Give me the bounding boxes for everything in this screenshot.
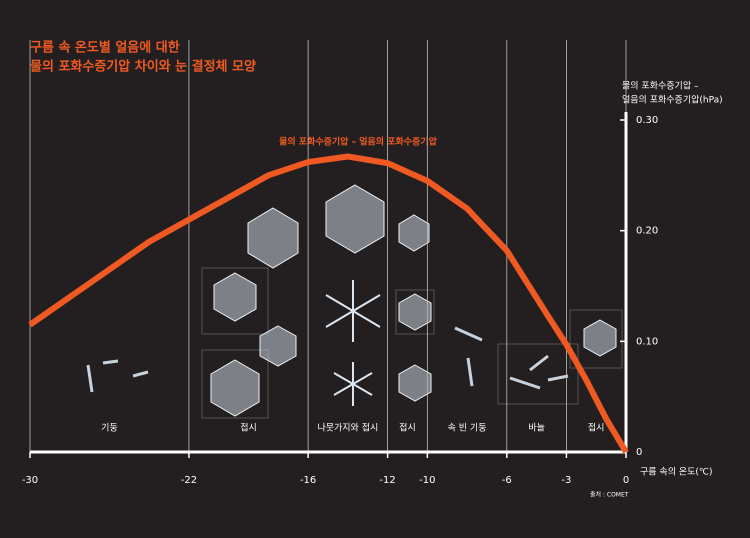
- snowflake-images: [86, 184, 623, 419]
- series-label: 물의 포화수증기압 – 얼음의 포화수증기압: [279, 136, 438, 148]
- x-tick-label: -16: [300, 475, 316, 486]
- chart-title: 물의 포화수증기압 차이와 눈 결정체 모양: [30, 59, 256, 75]
- habit-label: 속 빈 기둥: [448, 423, 487, 434]
- photo-frame: [201, 267, 269, 335]
- habit-label: 접시: [399, 422, 416, 434]
- habit-label: 나뭇가지와 접시: [317, 422, 378, 434]
- x-tick-label: 0: [623, 475, 629, 486]
- needles-columns: [86, 326, 569, 393]
- photo-frame: [201, 349, 269, 419]
- y-tick-label: 0.20: [636, 226, 658, 237]
- snowflake: [583, 319, 617, 357]
- photo-frame: [395, 289, 435, 335]
- photo-frame: [497, 343, 579, 405]
- habit-label: 바늘: [528, 423, 545, 434]
- source: 출처 : COMET: [590, 491, 629, 499]
- x-tick-label: -3: [561, 475, 571, 486]
- snowflake: [247, 207, 299, 269]
- y-tick-label: 0: [636, 447, 642, 458]
- photo-frame: [569, 309, 623, 369]
- snowflake: [259, 325, 297, 367]
- snowflake: [398, 214, 430, 252]
- x-tick-label: -30: [22, 475, 38, 486]
- curve: [28, 153, 629, 454]
- habit-label: 접시: [588, 422, 605, 434]
- y-tick-label: 0.30: [636, 115, 658, 126]
- x-tick-label: -10: [419, 475, 435, 486]
- y-tick-label: 0.10: [636, 336, 658, 347]
- snowflake: [213, 272, 257, 322]
- snowflake: [398, 364, 432, 402]
- dendrite: [325, 280, 381, 406]
- x-axis-label: 구름 속의 온도(℃): [640, 467, 713, 478]
- snowflake: [210, 359, 260, 417]
- y-axis-label: 얼음의 포화수증기압(hPa): [622, 94, 723, 106]
- x-tick-label: -6: [502, 475, 512, 486]
- snowflake: [398, 293, 432, 331]
- chart-title: 구름 속 온도별 얼음에 대한: [30, 40, 180, 56]
- habit-label: 접시: [240, 422, 257, 434]
- x-tick-label: -12: [379, 475, 395, 486]
- y-axis-label: 물의 포화수증기압 –: [622, 80, 699, 92]
- snowflake: [325, 184, 385, 254]
- habit-label: 기둥: [101, 423, 118, 434]
- x-tick-label: -22: [181, 475, 197, 486]
